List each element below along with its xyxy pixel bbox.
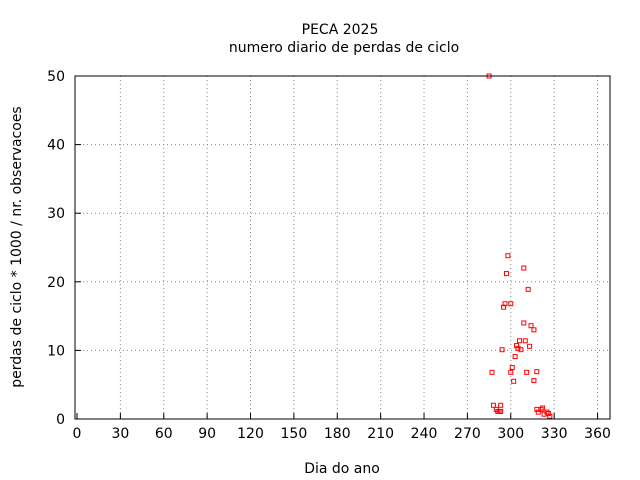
x-tick-label: 330: [541, 426, 568, 442]
data-point: [509, 365, 515, 371]
data-point: [547, 413, 553, 419]
x-tick-label: 240: [411, 426, 438, 442]
data-point: [498, 408, 504, 414]
data-point: [527, 343, 533, 349]
x-axis-label: Dia do ano: [304, 461, 380, 477]
y-tick-label: 30: [47, 206, 65, 222]
x-tick-label: 60: [155, 426, 173, 442]
data-point: [521, 265, 527, 271]
data-point: [503, 271, 509, 277]
data-point: [501, 304, 507, 310]
data-point: [535, 409, 541, 415]
data-point: [531, 378, 537, 384]
y-tick-label: 0: [56, 412, 65, 428]
data-point: [490, 402, 496, 408]
data-point: [528, 323, 534, 329]
data-point: [516, 338, 522, 344]
data-point: [522, 338, 528, 344]
y-axis-label: perdas de ciclo * 1000 / nr. observacoes: [9, 106, 25, 387]
data-point: [508, 301, 514, 307]
data-point: [538, 406, 544, 412]
x-tick-label: 300: [497, 426, 524, 442]
chart-title: PECA 2025: [302, 22, 379, 38]
data-point: [514, 343, 520, 349]
data-point: [498, 402, 504, 408]
data-point: [505, 253, 511, 259]
data-point: [518, 347, 524, 353]
x-tick-label: 270: [454, 426, 481, 442]
data-point: [502, 301, 508, 307]
y-tick-label: 50: [47, 69, 65, 85]
data-point: [499, 347, 505, 353]
x-tick-label: 150: [281, 426, 308, 442]
data-point: [545, 411, 551, 417]
data-point: [521, 320, 527, 326]
x-tick-label: 30: [111, 426, 129, 442]
data-point: [540, 405, 546, 411]
data-point: [515, 345, 521, 351]
data-point: [524, 369, 530, 375]
data-point: [544, 409, 550, 415]
data-point: [525, 286, 531, 292]
data-point: [508, 369, 514, 375]
x-tick-label: 210: [367, 426, 394, 442]
y-tick-label: 20: [47, 275, 65, 291]
data-point: [489, 369, 495, 375]
data-point: [534, 369, 540, 375]
x-tick-label: 120: [237, 426, 264, 442]
data-point: [512, 354, 518, 360]
x-tick-label: 90: [198, 426, 216, 442]
data-point: [534, 406, 540, 412]
x-tick-label: 180: [324, 426, 351, 442]
x-tick-label: 0: [73, 426, 82, 442]
data-point: [531, 327, 537, 333]
y-tick-label: 10: [47, 343, 65, 359]
chart-subtitle: numero diario de perdas de ciclo: [229, 40, 459, 56]
x-tick-label: 360: [584, 426, 611, 442]
plot-frame: [74, 75, 611, 420]
data-point: [511, 378, 517, 384]
y-tick-label: 40: [47, 138, 65, 154]
